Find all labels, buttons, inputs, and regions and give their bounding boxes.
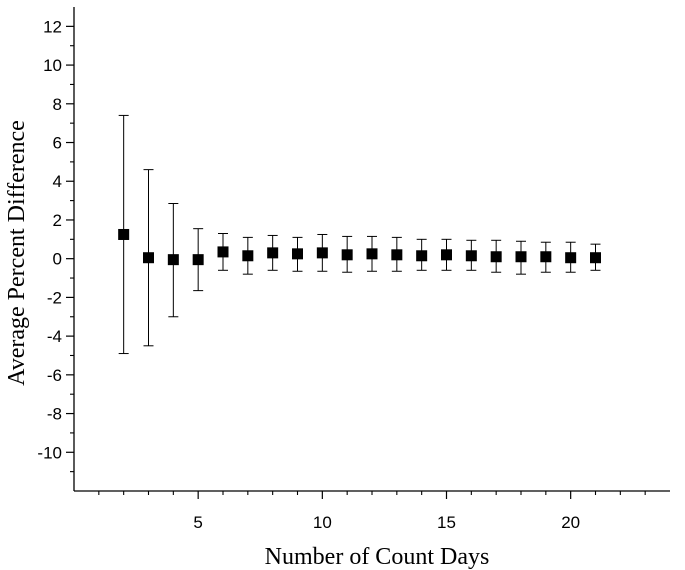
data-point-marker [242, 250, 254, 262]
x-tick-label: 20 [561, 513, 580, 532]
x-tick-label: 5 [193, 513, 202, 532]
data-point-marker [192, 254, 204, 266]
y-tick-label: 4 [53, 172, 62, 191]
data-point-marker [143, 252, 154, 264]
data-point-marker [292, 248, 303, 260]
y-tick-label: -8 [47, 405, 62, 424]
data-point-marker [316, 247, 328, 259]
y-tick-label: 12 [43, 17, 62, 36]
data-point-marker [490, 251, 502, 263]
data-point-marker [167, 254, 179, 266]
y-axis-title: Average Percent Difference [4, 120, 30, 386]
y-tick-label: 8 [53, 95, 62, 114]
x-tick-label: 15 [437, 513, 456, 532]
data-point-marker [416, 250, 428, 262]
y-tick-label: 10 [43, 56, 62, 75]
data-point-marker [366, 248, 378, 260]
x-axis-title: Number of Count Days [265, 544, 490, 570]
data-point-marker [565, 252, 577, 264]
data-point-marker [465, 250, 477, 262]
x-tick-label: 10 [313, 513, 332, 532]
y-tick-label: 0 [53, 250, 62, 269]
y-tick-label: 2 [53, 211, 62, 230]
data-point-marker [118, 228, 130, 240]
data-point-marker [590, 252, 601, 264]
data-point-marker [540, 251, 552, 263]
y-tick-label: -6 [47, 366, 62, 385]
data-point-marker [391, 249, 403, 261]
data-point-marker [217, 246, 229, 258]
tick-marks [66, 25, 646, 499]
plot-area [118, 114, 601, 355]
data-point-marker [267, 247, 279, 259]
y-tick-label: -10 [37, 443, 62, 462]
y-tick-label: -2 [47, 288, 62, 307]
y-tick-label: 6 [53, 134, 62, 153]
data-point-marker [441, 249, 452, 261]
data-point-marker [515, 251, 527, 263]
y-tick-label: -4 [47, 327, 62, 346]
data-point-marker [341, 249, 353, 261]
tick-labels: -10 -8 -6 -4 -2 0 2 4 6 8 10 12 5 10 15 20 [37, 17, 580, 532]
